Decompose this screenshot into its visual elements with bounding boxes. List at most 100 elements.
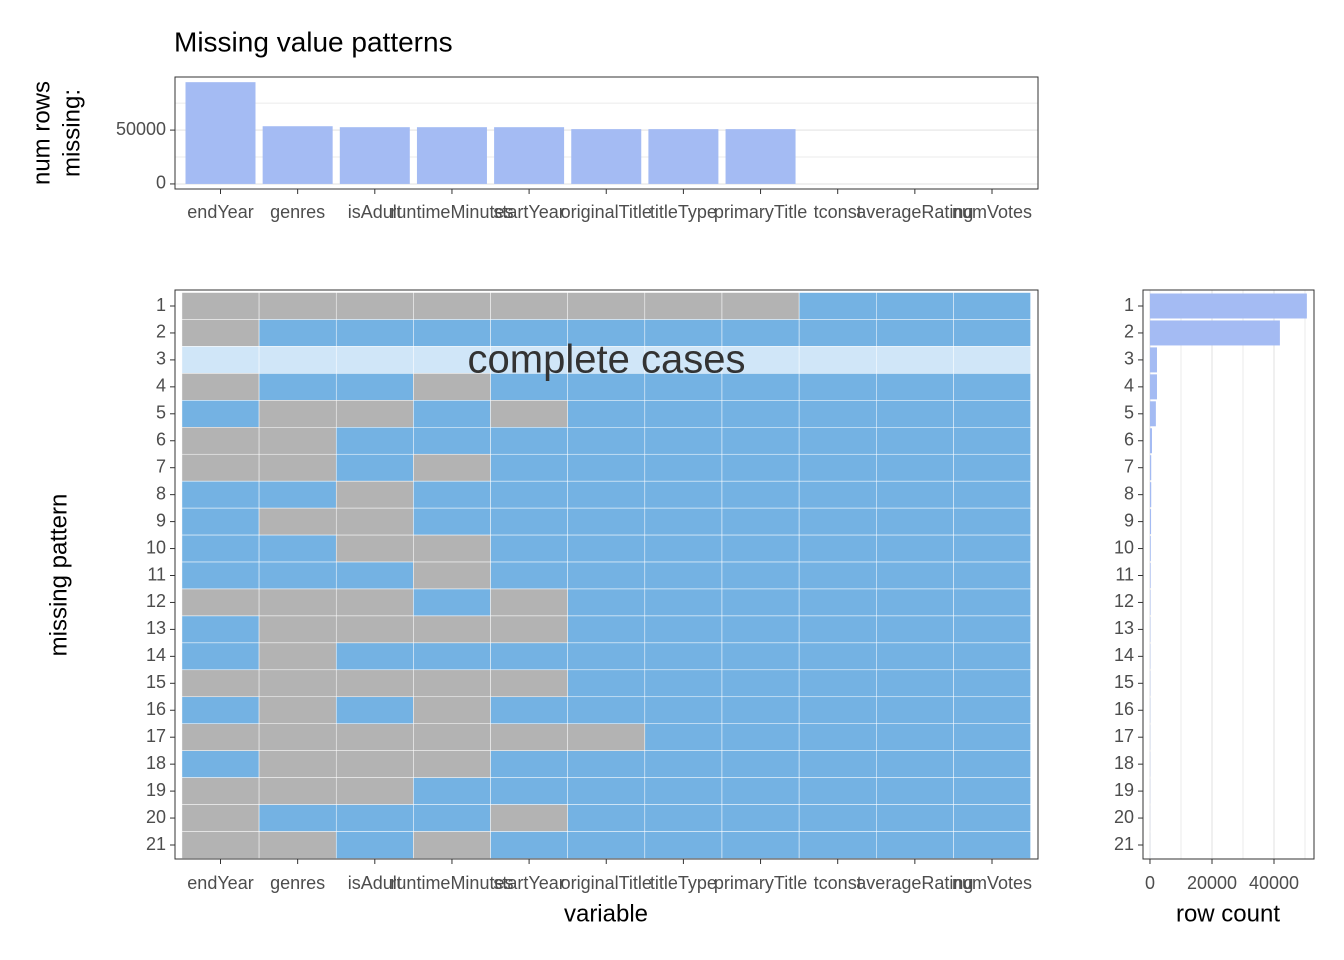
tile	[953, 750, 1031, 778]
tile	[953, 777, 1031, 805]
y-tick-label: 5	[156, 403, 166, 423]
tile	[953, 804, 1031, 832]
y-tick-label: 16	[1114, 699, 1134, 719]
y-tick-label: 19	[146, 780, 166, 800]
y-tick-label: 50000	[116, 119, 166, 139]
x-tick-label: 20000	[1187, 873, 1237, 893]
x-tick-label: genres	[270, 873, 325, 893]
tile	[876, 777, 954, 805]
tile	[181, 561, 260, 590]
tile	[798, 831, 877, 859]
y-tick-label: 2	[1124, 322, 1134, 342]
bar	[1149, 374, 1157, 400]
tile	[721, 507, 800, 536]
tile	[953, 400, 1031, 428]
tile	[181, 723, 260, 751]
tile	[644, 804, 723, 832]
panel-border	[174, 289, 1039, 860]
tile	[335, 561, 414, 590]
y-tick-label: 18	[1114, 753, 1134, 773]
tile	[567, 507, 646, 536]
tile	[644, 669, 723, 698]
tile	[181, 319, 260, 347]
x-tick-label: originalTitle	[561, 202, 652, 222]
y-tick-label: 1	[1124, 295, 1134, 315]
tile	[413, 292, 491, 320]
x-tick-label: originalTitle	[561, 873, 652, 893]
tile	[644, 453, 723, 482]
tile	[181, 507, 260, 536]
tile	[258, 400, 337, 428]
tile	[567, 534, 646, 563]
tile	[876, 453, 954, 482]
tile	[644, 561, 723, 590]
x-tick-label: startYear	[493, 202, 564, 222]
tile	[876, 642, 954, 671]
y-tick-label: 14	[1114, 645, 1134, 665]
y-tick-label: 11	[1115, 564, 1134, 584]
tile	[721, 400, 800, 428]
tile	[490, 453, 568, 482]
bar	[416, 127, 487, 184]
tile	[258, 453, 337, 482]
bar	[185, 82, 256, 184]
x-tick-label: 40000	[1249, 873, 1299, 893]
tile	[876, 319, 954, 347]
y-tick-label: 17	[146, 726, 166, 746]
x-tick-label: numVotes	[952, 873, 1032, 893]
tile	[953, 534, 1031, 563]
tile	[876, 750, 954, 778]
tile	[953, 642, 1031, 671]
tile	[258, 588, 337, 617]
tile	[876, 723, 954, 751]
y-tick-label: 10	[1114, 537, 1134, 557]
tile	[258, 480, 337, 509]
bar	[725, 129, 796, 184]
y-tick-label: 0	[156, 173, 166, 193]
panel-border	[1142, 289, 1315, 860]
tile	[490, 750, 568, 778]
bar	[1149, 563, 1151, 588]
tile	[876, 292, 954, 320]
tile	[876, 373, 954, 401]
y-tick-label: 2	[156, 322, 166, 342]
tile	[413, 750, 491, 778]
tile	[490, 319, 568, 347]
tile	[335, 534, 414, 563]
tile	[490, 669, 568, 698]
tile	[335, 804, 414, 832]
x-tick-label: numVotes	[952, 202, 1032, 222]
tile	[181, 427, 260, 455]
y-tick-label: 16	[146, 699, 166, 719]
tile	[798, 373, 877, 401]
tile	[181, 669, 260, 698]
tile	[567, 642, 646, 671]
y-tick-label: 6	[1124, 430, 1134, 450]
tile	[413, 561, 491, 590]
tile	[413, 534, 491, 563]
bar	[1149, 293, 1307, 319]
tile	[181, 400, 260, 428]
tile	[258, 642, 337, 671]
tile	[335, 777, 414, 805]
y-axis-title: num rows	[28, 81, 55, 185]
tile	[258, 777, 337, 805]
bar	[494, 127, 565, 184]
tile	[258, 669, 337, 698]
tile	[567, 453, 646, 482]
tile	[876, 534, 954, 563]
tile	[721, 750, 800, 778]
x-tick-label: tconst	[814, 873, 862, 893]
tile	[721, 723, 800, 751]
bar	[1149, 320, 1280, 346]
tile	[335, 588, 414, 617]
y-tick-label: 3	[1124, 349, 1134, 369]
tile	[567, 723, 646, 751]
tile	[644, 777, 723, 805]
tile	[876, 615, 954, 644]
x-tick-label: endYear	[187, 202, 253, 222]
x-tick-label: titleType	[650, 202, 717, 222]
bar	[1149, 509, 1152, 535]
tile	[876, 561, 954, 590]
